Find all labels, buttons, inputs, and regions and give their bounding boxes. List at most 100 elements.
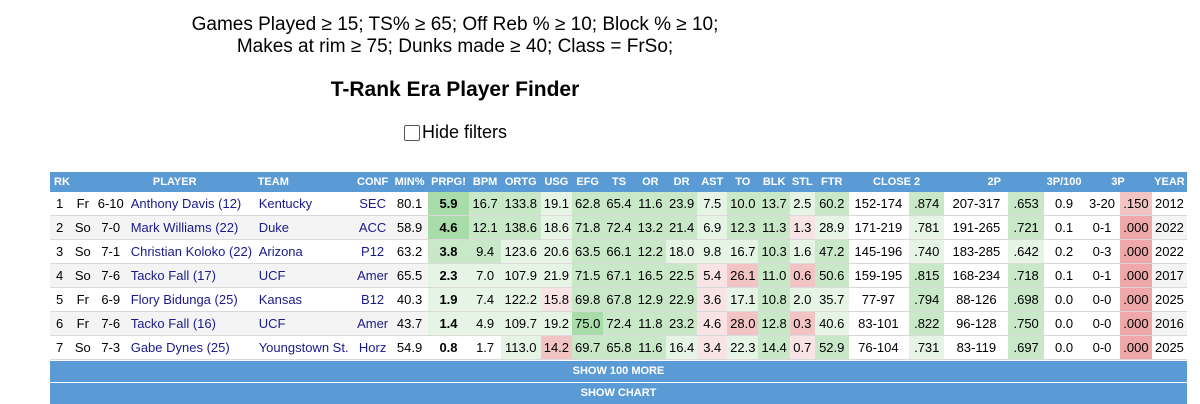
conf-link[interactable]: Horz <box>353 335 392 360</box>
prpg-cell: 5.9 <box>427 192 470 216</box>
dr-cell: 21.4 <box>665 215 698 240</box>
ftr-cell: 50.6 <box>814 263 849 288</box>
rank-cell: 5 <box>50 287 72 312</box>
col-header-ast[interactable]: AST <box>697 172 728 192</box>
team-link[interactable]: UCF <box>255 311 354 336</box>
close2-pct-cell: .781 <box>908 215 945 240</box>
player-link[interactable]: Anthony Davis (12) <box>127 192 256 216</box>
conf-link[interactable]: Amer <box>353 263 392 288</box>
ast-cell: 4.6 <box>697 311 728 336</box>
ftr-cell: 47.2 <box>814 239 849 264</box>
stl-cell: 0.7 <box>789 335 815 360</box>
efg-cell: 69.8 <box>572 287 604 312</box>
ts-cell: 67.8 <box>603 287 635 312</box>
player-link[interactable]: Gabe Dynes (25) <box>127 335 256 360</box>
ftr-cell: 40.6 <box>814 311 849 336</box>
to-cell: 26.1 <box>727 263 759 288</box>
table-row: 7 So 7-3 Gabe Dynes (25) Youngstown St. … <box>50 335 1187 360</box>
conf-link[interactable]: SEC <box>353 192 392 216</box>
col-header-usg[interactable]: USG <box>540 172 573 192</box>
conf-link[interactable]: P12 <box>353 239 392 264</box>
efg-cell: 63.5 <box>572 239 604 264</box>
col-header-rk[interactable]: RK <box>50 172 94 192</box>
ts-cell: 66.1 <box>603 239 635 264</box>
team-link[interactable]: Kentucky <box>255 192 354 216</box>
height-cell: 7-6 <box>93 263 128 288</box>
3p-pct-cell: .000 <box>1119 263 1152 288</box>
col-header-player[interactable]: PLAYER <box>93 172 256 192</box>
col-header-to[interactable]: TO <box>727 172 759 192</box>
2p-cell: 183-285 <box>944 239 1009 264</box>
col-header-year[interactable]: YEAR <box>1151 172 1187 192</box>
page-title: T-Rank Era Player Finder <box>330 78 580 101</box>
ortg-cell: 109.7 <box>500 311 541 336</box>
team-link[interactable]: Youngstown St. <box>255 335 354 360</box>
3p100-cell: 0.1 <box>1044 215 1085 240</box>
player-link[interactable]: Mark Williams (22) <box>127 215 256 240</box>
class-cell: Fr <box>71 287 94 312</box>
3p-cell: 0-1 <box>1084 215 1120 240</box>
rank-cell: 6 <box>50 311 72 336</box>
team-link[interactable]: UCF <box>255 263 354 288</box>
col-header-min[interactable]: MIN% <box>391 172 428 192</box>
year-cell: 2025 <box>1151 335 1187 360</box>
col-header-ortg[interactable]: ORTG <box>500 172 541 192</box>
col-header-efg[interactable]: EFG <box>572 172 604 192</box>
year-cell: 2022 <box>1151 215 1187 240</box>
bpm-cell: 7.4 <box>469 287 501 312</box>
prpg-cell: 1.4 <box>427 311 470 336</box>
team-link[interactable]: Arizona <box>255 239 354 264</box>
conf-link[interactable]: ACC <box>353 215 392 240</box>
player-link[interactable]: Christian Koloko (22) <box>127 239 256 264</box>
min-cell: 40.3 <box>391 287 428 312</box>
filter-line-2: Makes at rim ≥ 75; Dunks made ≥ 40; Clas… <box>236 36 674 57</box>
col-header-3p100[interactable]: 3P/100 <box>1044 172 1085 192</box>
2p-cell: 88-126 <box>944 287 1009 312</box>
ftr-cell: 52.9 <box>814 335 849 360</box>
show-more-button[interactable]: SHOW 100 MORE <box>50 360 1187 382</box>
blk-cell: 11.0 <box>758 263 790 288</box>
hide-filters-toggle[interactable]: Hide filters <box>404 122 507 143</box>
col-header-prpg[interactable]: PRPG! <box>427 172 470 192</box>
col-header-dr[interactable]: DR <box>665 172 698 192</box>
ast-cell: 5.4 <box>697 263 728 288</box>
team-link[interactable]: Duke <box>255 215 354 240</box>
col-header-team[interactable]: TEAM <box>255 172 354 192</box>
team-link[interactable]: Kansas <box>255 287 354 312</box>
close2-cell: 145-196 <box>848 239 910 264</box>
col-header-or[interactable]: OR <box>634 172 666 192</box>
col-header-close2[interactable]: CLOSE 2 <box>848 172 945 192</box>
ortg-cell: 107.9 <box>500 263 541 288</box>
player-link[interactable]: Tacko Fall (17) <box>127 263 256 288</box>
show-chart-button[interactable]: SHOW CHART <box>50 382 1187 404</box>
col-header-ts[interactable]: TS <box>603 172 635 192</box>
usg-cell: 14.2 <box>540 335 573 360</box>
player-link[interactable]: Flory Bidunga (25) <box>127 287 256 312</box>
to-cell: 16.7 <box>727 239 759 264</box>
col-header-bpm[interactable]: BPM <box>469 172 501 192</box>
conf-link[interactable]: Amer <box>353 311 392 336</box>
conf-link[interactable]: B12 <box>353 287 392 312</box>
min-cell: 65.5 <box>391 263 428 288</box>
col-header-2p[interactable]: 2P <box>944 172 1045 192</box>
ts-cell: 67.1 <box>603 263 635 288</box>
player-link[interactable]: Tacko Fall (16) <box>127 311 256 336</box>
prpg-cell: 2.3 <box>427 263 470 288</box>
hide-filters-checkbox[interactable] <box>404 124 420 141</box>
prpg-cell: 4.6 <box>427 215 470 240</box>
bpm-cell: 7.0 <box>469 263 501 288</box>
col-header-conf[interactable]: CONF <box>353 172 392 192</box>
col-header-blk[interactable]: BLK <box>758 172 790 192</box>
col-header-ftr[interactable]: FTR <box>814 172 849 192</box>
or-cell: 16.5 <box>634 263 666 288</box>
col-header-3p[interactable]: 3P <box>1084 172 1152 192</box>
table-header-row: RK PLAYER TEAM CONF MIN% PRPG! BPM ORTG … <box>50 172 1187 192</box>
col-header-stl[interactable]: STL <box>789 172 815 192</box>
min-cell: 43.7 <box>391 311 428 336</box>
ast-cell: 3.6 <box>697 287 728 312</box>
close2-pct-cell: .731 <box>908 335 945 360</box>
2p-cell: 83-119 <box>944 335 1009 360</box>
class-cell: So <box>71 215 94 240</box>
filter-summary: Games Played ≥ 15; TS% ≥ 65; Off Reb % ≥… <box>0 14 910 58</box>
3p-cell: 3-20 <box>1084 192 1120 216</box>
